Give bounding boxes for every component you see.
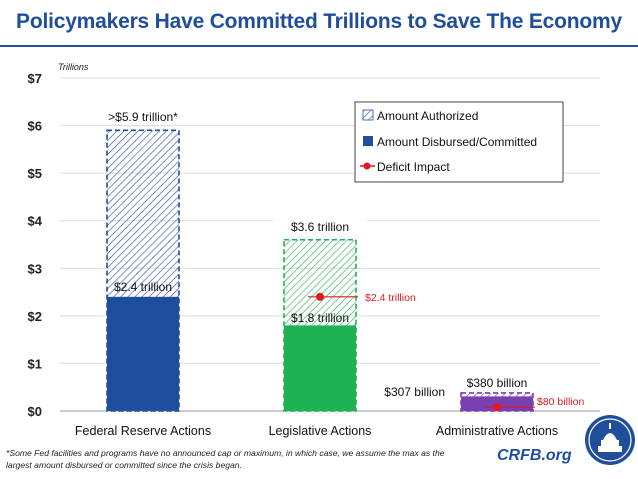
bar-disbursed (107, 296, 179, 411)
x-tick-label: Federal Reserve Actions (75, 424, 211, 438)
legend-label-disbursed: Amount Disbursed/Committed (377, 135, 537, 149)
data-label-bg (89, 109, 197, 125)
y-tick-label: $7 (28, 71, 42, 86)
y-tick-label: $1 (28, 356, 42, 371)
chart: $0 $1 $2 $3 $4 $5 $6 $7 Trillions >$5.9 trillio… (28, 62, 600, 438)
x-tick-label: Administrative Actions (436, 424, 558, 438)
legend-label-authorized: Amount Authorized (377, 109, 478, 123)
page-title: Policymakers Have Committed Trillions to… (16, 10, 622, 33)
data-label-bg (273, 219, 367, 235)
legend-box (354, 101, 564, 183)
y-tick-label: $4 (28, 214, 43, 229)
legend-label-deficit: Deficit Impact (377, 160, 450, 174)
data-label-authorized: >$5.9 trillion* (108, 110, 178, 124)
legend-swatch-authorized (362, 109, 374, 121)
data-label-disbursed: $307 billion (384, 385, 445, 399)
data-label-deficit: $80 billion (537, 396, 584, 408)
y-axis-label: Trillions (58, 62, 89, 72)
legend-swatch-deficit-dot (363, 162, 371, 170)
legend: Amount Authorized Amount Disbursed/Commi… (354, 101, 564, 183)
bar-disbursed (284, 325, 356, 411)
deficit-marker (493, 403, 501, 412)
deficit-marker (316, 292, 324, 301)
y-tick-label: $3 (28, 261, 42, 276)
y-tick-label: $0 (28, 404, 42, 419)
y-tick-label: $5 (28, 166, 42, 181)
capitol-seal-logo (585, 415, 635, 465)
data-label-deficit: $2.4 trillion (365, 292, 416, 304)
data-label-disbursed: $2.4 trillion (114, 280, 172, 294)
legend-swatch-disbursed (363, 136, 373, 146)
brand-link[interactable]: CRFB.org (497, 447, 572, 464)
data-label-disbursed: $1.8 trillion (291, 311, 349, 325)
footnote: *Some Fed facilities and programs have n… (6, 448, 445, 470)
data-label-bg (453, 375, 541, 391)
data-label-authorized: $380 billion (467, 376, 528, 390)
y-tick-label: $2 (28, 309, 42, 324)
title-rule (0, 45, 638, 47)
y-tick-label: $6 (28, 119, 42, 134)
x-tick-label: Legislative Actions (269, 424, 372, 438)
data-label-authorized: $3.6 trillion (291, 220, 349, 234)
